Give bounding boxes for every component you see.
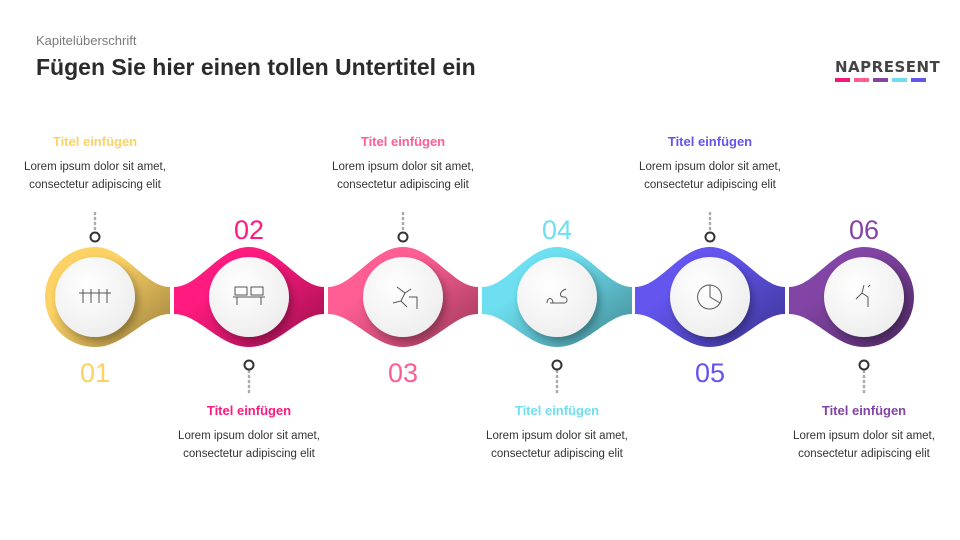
logo: NAPRESENT (835, 58, 941, 82)
chapter-heading: Kapitelüberschrift (36, 33, 137, 48)
step-text-02: Titel einfügen Lorem ipsum dolor sit amet… (169, 403, 329, 463)
step-title: Titel einfügen (514, 403, 600, 418)
step-text-01: Titel einfügen Lorem ipsum dolor sit amet… (15, 134, 175, 194)
step-body: Lorem ipsum dolor sit amet, consectetur … (486, 430, 628, 460)
step-body: Lorem ipsum dolor sit amet, consectetur … (24, 161, 166, 191)
step-number: 05 (694, 358, 726, 388)
logo-color-bars (835, 78, 927, 82)
step-text-06: Titel einfügen Lorem ipsum dolor sit amet… (784, 403, 944, 463)
step-title: Titel einfügen (360, 134, 446, 149)
step-body: Lorem ipsum dolor sit amet, consectetur … (178, 430, 320, 460)
step-number: 01 (79, 358, 111, 388)
step-title: Titel einfügen (821, 403, 907, 418)
step-title: Titel einfügen (52, 134, 138, 149)
logo-text: NAPRESENT (835, 58, 941, 76)
step-title: Titel einfügen (667, 134, 753, 149)
step-body: Lorem ipsum dolor sit amet, consectetur … (639, 161, 781, 191)
step-text-05: Titel einfügen Lorem ipsum dolor sit amet… (630, 134, 790, 194)
step-number: 02 (233, 215, 265, 245)
step-number: 04 (541, 215, 573, 245)
step-number: 06 (848, 215, 880, 245)
page-title: Fügen Sie hier einen tollen Untertitel e… (36, 54, 476, 80)
step-text-04: Titel einfügen Lorem ipsum dolor sit amet… (477, 403, 637, 463)
logo-bar (911, 78, 926, 82)
logo-bar (854, 78, 869, 82)
step-body: Lorem ipsum dolor sit amet, consectetur … (793, 430, 935, 460)
step-number: 03 (387, 358, 419, 388)
step-title: Titel einfügen (206, 403, 292, 418)
step-text-03: Titel einfügen Lorem ipsum dolor sit amet… (323, 134, 483, 194)
step-body: Lorem ipsum dolor sit amet, consectetur … (332, 161, 474, 191)
logo-bar (873, 78, 888, 82)
logo-bar (835, 78, 850, 82)
logo-bar (892, 78, 907, 82)
